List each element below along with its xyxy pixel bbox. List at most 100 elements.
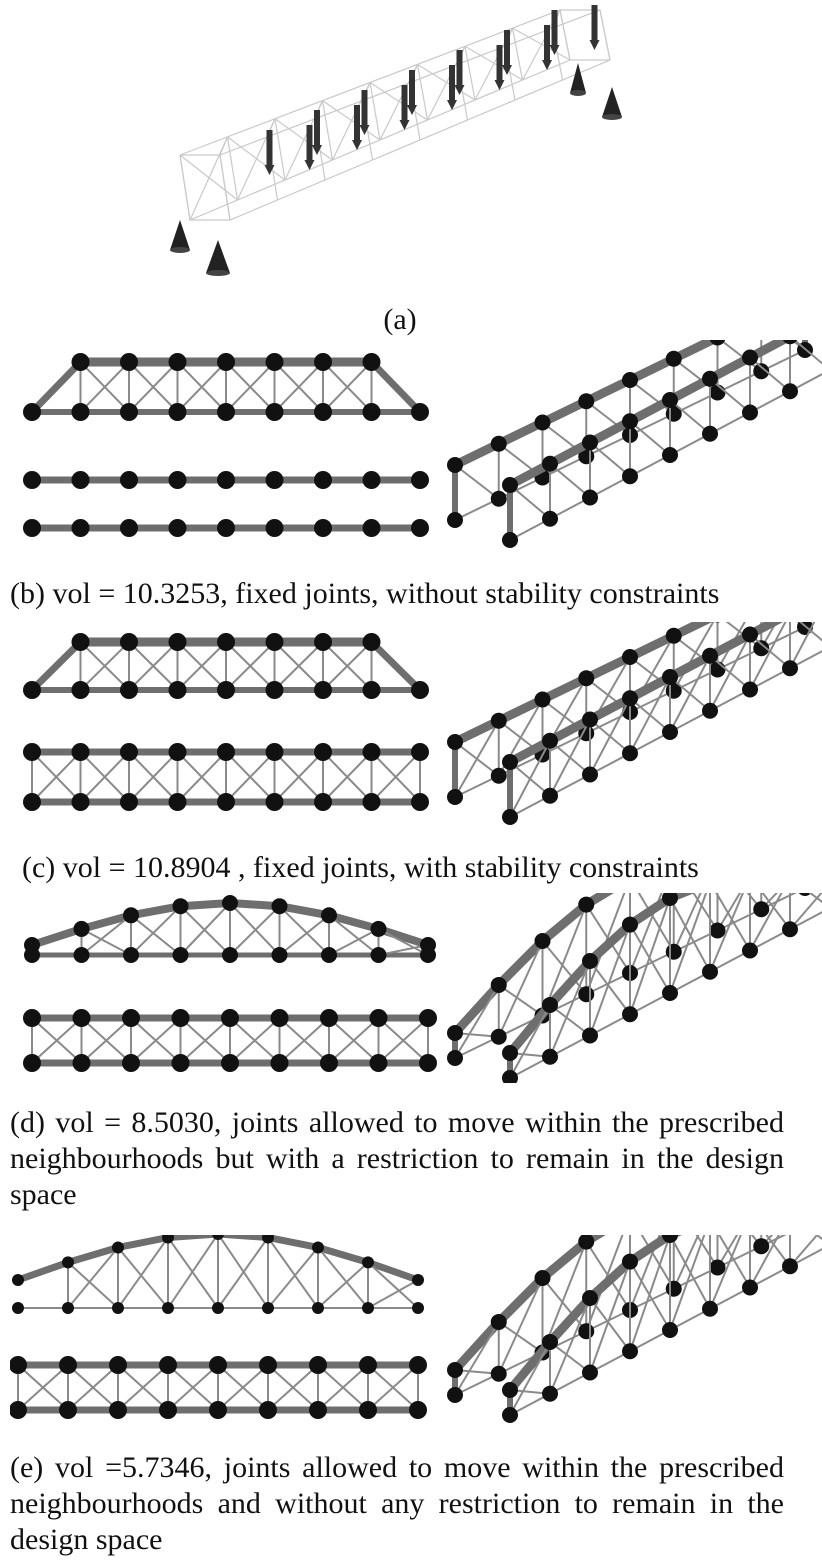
truss-member (117, 1246, 169, 1309)
truss-joint (447, 1025, 463, 1041)
wire-member (226, 136, 239, 201)
truss-member (167, 1364, 219, 1411)
truss-joint (362, 793, 381, 811)
wire-member (219, 154, 231, 221)
truss-joint (221, 1054, 239, 1072)
truss-member (749, 893, 783, 951)
caption-d: (d) vol = 8.5030, joints allowed to move… (10, 1106, 784, 1211)
truss-member (509, 1004, 551, 1079)
truss-joint (10, 1401, 27, 1419)
truss-member (760, 626, 806, 650)
truss-joint (742, 349, 758, 366)
truss-joint (73, 947, 90, 963)
truss-member (454, 464, 500, 500)
truss-joint (362, 403, 381, 421)
truss-joint (582, 489, 598, 506)
truss-member (716, 1235, 739, 1269)
truss-joint (542, 455, 558, 472)
truss-member (454, 720, 500, 798)
truss-joint (542, 732, 558, 749)
truss-member (28, 638, 84, 694)
load-arrows (264, 5, 600, 175)
truss-member (719, 340, 762, 373)
truss-member (454, 1321, 500, 1396)
load-arrow-icon (454, 85, 465, 95)
truss-joint (217, 519, 235, 537)
load-arrow-icon (264, 165, 275, 175)
truss-member (505, 1337, 555, 1395)
truss-member (368, 638, 424, 694)
truss-member (225, 751, 276, 803)
truss-joint (490, 1028, 507, 1045)
truss-member (28, 924, 86, 949)
truss-joint (578, 1235, 595, 1250)
truss-member (498, 1321, 544, 1354)
truss-joint (662, 1235, 678, 1243)
truss-member (509, 740, 551, 818)
truss-joint (217, 403, 235, 421)
wire-member (511, 28, 524, 81)
truss-member (585, 1235, 624, 1332)
truss-joint (362, 471, 381, 489)
truss-member (629, 676, 671, 754)
truss-member (625, 893, 675, 930)
truss-joint (362, 1256, 374, 1269)
truss-joint (753, 901, 770, 918)
load-arrow-icon (407, 105, 417, 115)
truss-joint (542, 1333, 558, 1350)
truss-member (589, 1297, 631, 1352)
truss-member (716, 893, 742, 932)
truss-member (717, 647, 762, 671)
truss-joint (12, 1302, 24, 1314)
truss-joint (23, 681, 41, 699)
truss-joint (447, 1050, 463, 1066)
truss-member (454, 497, 500, 521)
truss-joint (23, 519, 41, 537)
truss-joint (578, 670, 595, 687)
truss-joint (120, 633, 138, 651)
truss-member (128, 751, 179, 803)
truss-joint (109, 1356, 127, 1374)
truss-joint (411, 793, 429, 811)
truss-member (214, 1235, 272, 1242)
truss-joint (314, 681, 332, 699)
truss-joint (71, 743, 90, 761)
truss-joint (71, 519, 90, 537)
load-arrow-icon (359, 125, 370, 135)
truss-joint (782, 1258, 798, 1275)
truss-joint (370, 947, 387, 963)
truss-joint (665, 943, 682, 960)
truss-member (367, 1261, 419, 1309)
truss-member (176, 899, 234, 911)
truss-member (585, 711, 631, 735)
truss-joint (71, 793, 90, 811)
truss-joint (72, 1054, 91, 1072)
truss-member (179, 905, 231, 956)
truss-joint (120, 519, 138, 537)
truss-member (31, 1017, 83, 1064)
truss-member (498, 984, 544, 1017)
truss-joint (582, 711, 598, 728)
truss-joint (120, 793, 138, 811)
truss-member (789, 893, 822, 930)
truss-member (709, 377, 751, 414)
truss-member (815, 1235, 822, 1241)
truss-member (229, 902, 281, 956)
truss-joint (622, 690, 638, 707)
truss-joint (662, 985, 678, 1001)
truss-member (760, 893, 797, 911)
truss-member (629, 897, 671, 1015)
truss-joint (447, 512, 463, 528)
truss-member (79, 361, 130, 413)
truss-joint (162, 1235, 174, 1244)
truss-joint (622, 1006, 638, 1023)
truss-joint (314, 403, 332, 421)
truss-member (450, 439, 504, 470)
truss-joint (411, 519, 429, 537)
truss-member (114, 1235, 172, 1251)
truss-joint (159, 1356, 177, 1374)
panel-b-views (10, 340, 822, 550)
truss-member (749, 622, 787, 690)
truss-member (217, 1364, 269, 1411)
truss-joint (209, 1356, 227, 1374)
